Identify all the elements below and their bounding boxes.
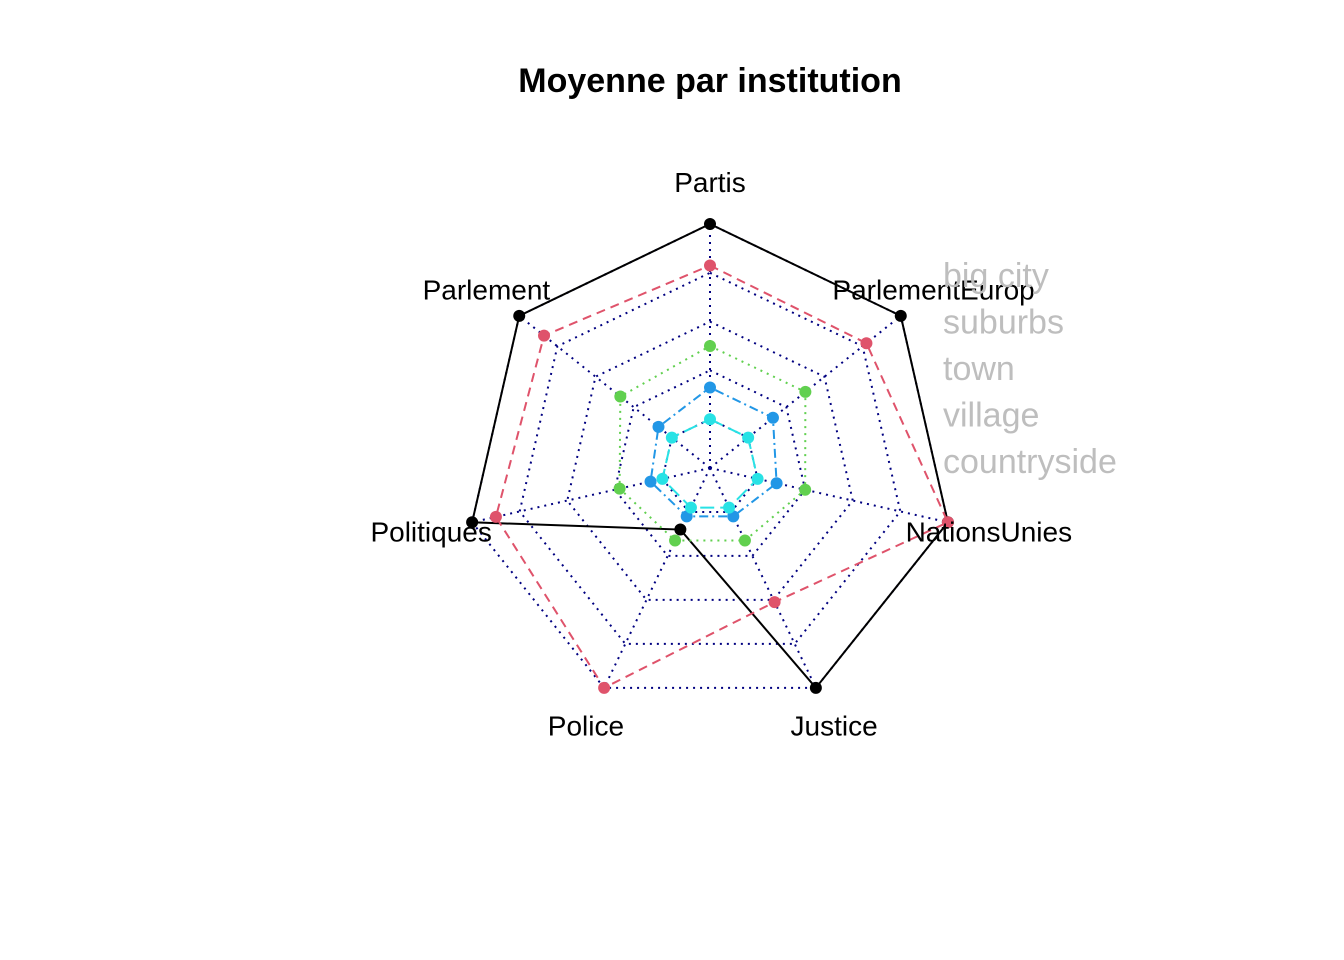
data-point: [614, 390, 627, 403]
axis-label: Partis: [674, 167, 746, 198]
data-point: [652, 420, 665, 433]
data-point: [489, 510, 502, 523]
data-point: [768, 596, 781, 609]
radar-series: [466, 218, 954, 694]
data-point: [751, 472, 764, 485]
data-point: [598, 681, 611, 694]
data-point: [669, 534, 682, 547]
series-line: [661, 418, 759, 509]
data-point: [704, 340, 716, 352]
axis-label: Police: [548, 711, 624, 742]
axis-label: Parlement: [423, 275, 551, 306]
data-point: [704, 381, 716, 394]
legend-entry: big city: [943, 257, 1049, 295]
grid-ring-2: [613, 369, 807, 557]
data-point: [894, 309, 907, 322]
data-point: [513, 309, 526, 322]
axis-labels: Partis ParlementEurop NationsUnies Justice P…: [370, 167, 1072, 742]
data-point: [684, 501, 697, 514]
data-point: [674, 523, 687, 536]
axis-label: Politiques: [370, 517, 491, 548]
data-point: [742, 431, 755, 444]
axis-label: NationsUnies: [906, 517, 1073, 548]
data-point: [656, 472, 669, 485]
legend-entry: countryside: [943, 443, 1117, 481]
legend-entry: village: [943, 397, 1039, 435]
data-point: [723, 501, 736, 514]
axis-label: Justice: [791, 711, 878, 742]
data-point: [766, 411, 779, 424]
data-point: [809, 681, 822, 694]
data-point: [665, 431, 678, 444]
legend-entry: suburbs: [943, 304, 1064, 342]
data-point: [644, 475, 657, 488]
series-line: [470, 222, 949, 690]
data-point: [799, 483, 812, 496]
series-line: [649, 386, 778, 518]
grid-spoke: [603, 467, 711, 689]
grid-spoke: [709, 467, 949, 524]
axis-label: ParlementEurop: [832, 275, 1034, 306]
data-point: [704, 413, 716, 426]
grid-spoke: [709, 467, 817, 689]
data-point: [538, 329, 551, 342]
data-point: [466, 516, 479, 529]
data-point: [613, 482, 626, 495]
data-point: [799, 385, 812, 398]
data-point: [770, 477, 783, 490]
series-countryside: [656, 413, 764, 514]
grid-spoke: [471, 467, 711, 524]
series-line: [494, 264, 950, 690]
grid-spoke: [518, 315, 711, 469]
data-point: [704, 259, 716, 272]
legend-entry: town: [943, 350, 1015, 388]
grid-ring-4: [518, 271, 902, 645]
chart-title: Moyenne par institution: [518, 62, 901, 100]
grid-ring-1: [661, 418, 759, 513]
series-village: [644, 381, 783, 523]
series-line: [618, 344, 807, 542]
legend: big city suburbs town village countryside: [943, 257, 1117, 481]
data-point: [738, 534, 751, 547]
grid-ring-3: [566, 320, 854, 601]
data-point: [860, 337, 873, 350]
data-point: [941, 516, 954, 529]
series-suburbs: [489, 259, 954, 694]
series-town: [613, 340, 812, 547]
data-point: [704, 218, 716, 230]
